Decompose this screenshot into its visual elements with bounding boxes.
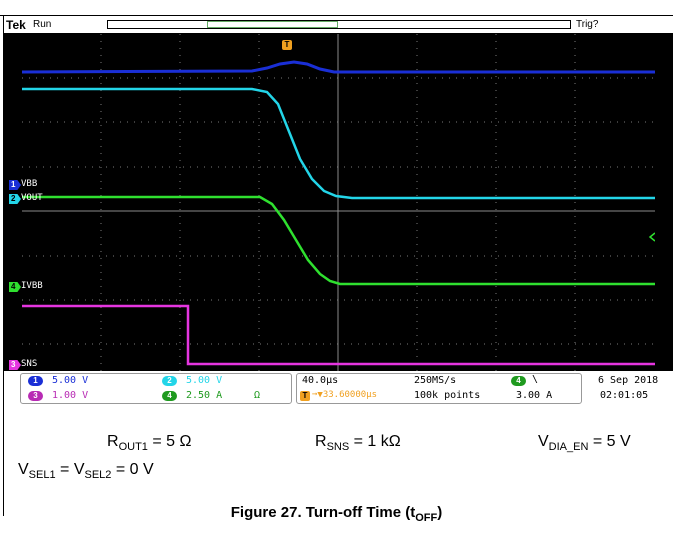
condition-vsel: VSEL1 = VSEL2 = 0 V	[18, 461, 154, 482]
ch4-scale: 2.50 A	[186, 390, 223, 401]
ch2-scale: 5.00 V	[186, 375, 223, 386]
record-length: 100k points	[414, 390, 481, 401]
trigger-position-marker: T	[282, 40, 292, 50]
timebase-settings-box	[296, 373, 582, 404]
horizontal-position: ➞▼33.60000µs	[312, 390, 378, 400]
ch3-scale: 1.00 V	[52, 390, 89, 401]
condition-rout1: ROUT1 = 5 Ω	[107, 433, 192, 454]
trigger-level-arrow	[648, 232, 655, 242]
ch2-badge: 2	[162, 376, 177, 386]
trigger-source-badge: 4	[511, 376, 526, 386]
record-view-bar	[107, 20, 571, 29]
trigger-slope: \	[532, 374, 539, 385]
trace-ivbb	[22, 195, 655, 286]
run-state: Run	[33, 19, 52, 30]
graticule	[22, 34, 655, 389]
ch4-badge: 4	[162, 391, 177, 401]
ch1-badge: 1	[28, 376, 43, 386]
figure-caption: Figure 27. Turn-off Time (tOFF)	[230, 504, 443, 524]
ch4-ground-marker: 4	[9, 282, 21, 292]
record-view-window	[207, 21, 338, 28]
scope-readout-panel: 1 5.00 V 3 1.00 V 2 5.00 V 4 2.50 A Ω 40…	[4, 371, 673, 407]
trace-vbb	[22, 60, 655, 74]
sample-rate: 250MS/s	[414, 375, 457, 386]
horizontal-scale: 40.0µs	[302, 375, 339, 386]
scope-status-bar: Tek Run Trig?	[4, 17, 673, 33]
ch4-label: IVBB	[21, 281, 43, 291]
horizontal-position-badge: T	[300, 391, 310, 401]
condition-rsns: RSNS = 1 kΩ	[315, 433, 401, 454]
capture-time: 02:01:05	[600, 390, 649, 401]
ch3-ground-marker: 3	[9, 360, 21, 370]
ch1-ground-marker: 1	[9, 180, 21, 190]
capture-date: 6 Sep 2018	[598, 375, 659, 386]
graticule-center-axes	[22, 34, 655, 389]
ch4-unit-mark: Ω	[254, 390, 261, 401]
ch3-label: SNS	[21, 359, 38, 369]
waveform-plot	[22, 34, 655, 389]
ch1-label: VBB	[21, 179, 38, 189]
ch2-ground-marker: 2	[9, 194, 21, 204]
ch2-label: VOUT	[21, 193, 43, 203]
page-margin-rule	[3, 16, 4, 516]
ch3-badge: 3	[28, 391, 43, 401]
trigger-state: Trig?	[576, 19, 599, 30]
condition-vdia-en: VDIA_EN = 5 V	[538, 433, 631, 454]
oscilloscope-screen: Tek Run Trig?	[4, 17, 673, 407]
page-header-rule	[0, 0, 673, 16]
trigger-level: 3.00 A	[516, 390, 553, 401]
brand-logo: Tek	[6, 18, 26, 32]
trace-sns	[22, 304, 655, 366]
trace-vout	[22, 87, 655, 200]
vertical-settings-box	[20, 373, 292, 404]
ch1-scale: 5.00 V	[52, 375, 89, 386]
